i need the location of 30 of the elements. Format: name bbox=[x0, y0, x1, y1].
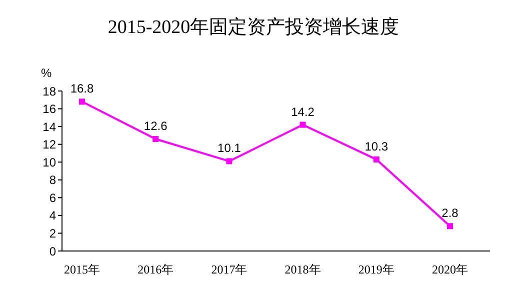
data-label: 2.8 bbox=[442, 206, 459, 220]
x-tick-label: 2018年 bbox=[284, 262, 321, 277]
point bbox=[300, 122, 306, 128]
point bbox=[226, 158, 232, 164]
point bbox=[152, 136, 159, 142]
x-tick-label: 2017年 bbox=[211, 262, 248, 277]
y-tick-label: 18 bbox=[42, 84, 56, 98]
point bbox=[373, 156, 380, 162]
x-tick-label: 2015年 bbox=[64, 262, 100, 277]
point bbox=[447, 223, 453, 230]
y-axis-title: % bbox=[41, 66, 52, 80]
y-tick-label: 16 bbox=[42, 102, 56, 116]
data-label: 10.3 bbox=[364, 139, 388, 154]
data-label: 12.6 bbox=[144, 119, 168, 133]
y-tick-label: 6 bbox=[49, 190, 56, 205]
data-label: 16.8 bbox=[70, 82, 94, 96]
chart-title: 2015-2020年固定资产投资增长速度 bbox=[106, 16, 400, 40]
x-tick-label: 2016年 bbox=[138, 262, 174, 277]
y-tick-label: 10 bbox=[42, 155, 56, 170]
data-label: 10.1 bbox=[218, 141, 242, 156]
point bbox=[79, 98, 85, 105]
y-tick-label: 14 bbox=[42, 120, 56, 134]
data-label: 14.2 bbox=[291, 104, 315, 119]
y-tick-label: 4 bbox=[49, 208, 56, 223]
x-tick-label: 2020年 bbox=[432, 262, 468, 277]
y-tick-label: 8 bbox=[49, 173, 56, 188]
y-tick-label: 2 bbox=[49, 226, 56, 240]
y-tick-label: 0 bbox=[49, 244, 56, 258]
y-tick-label: 12 bbox=[42, 138, 56, 152]
x-tick-label: 2019年 bbox=[358, 262, 394, 277]
